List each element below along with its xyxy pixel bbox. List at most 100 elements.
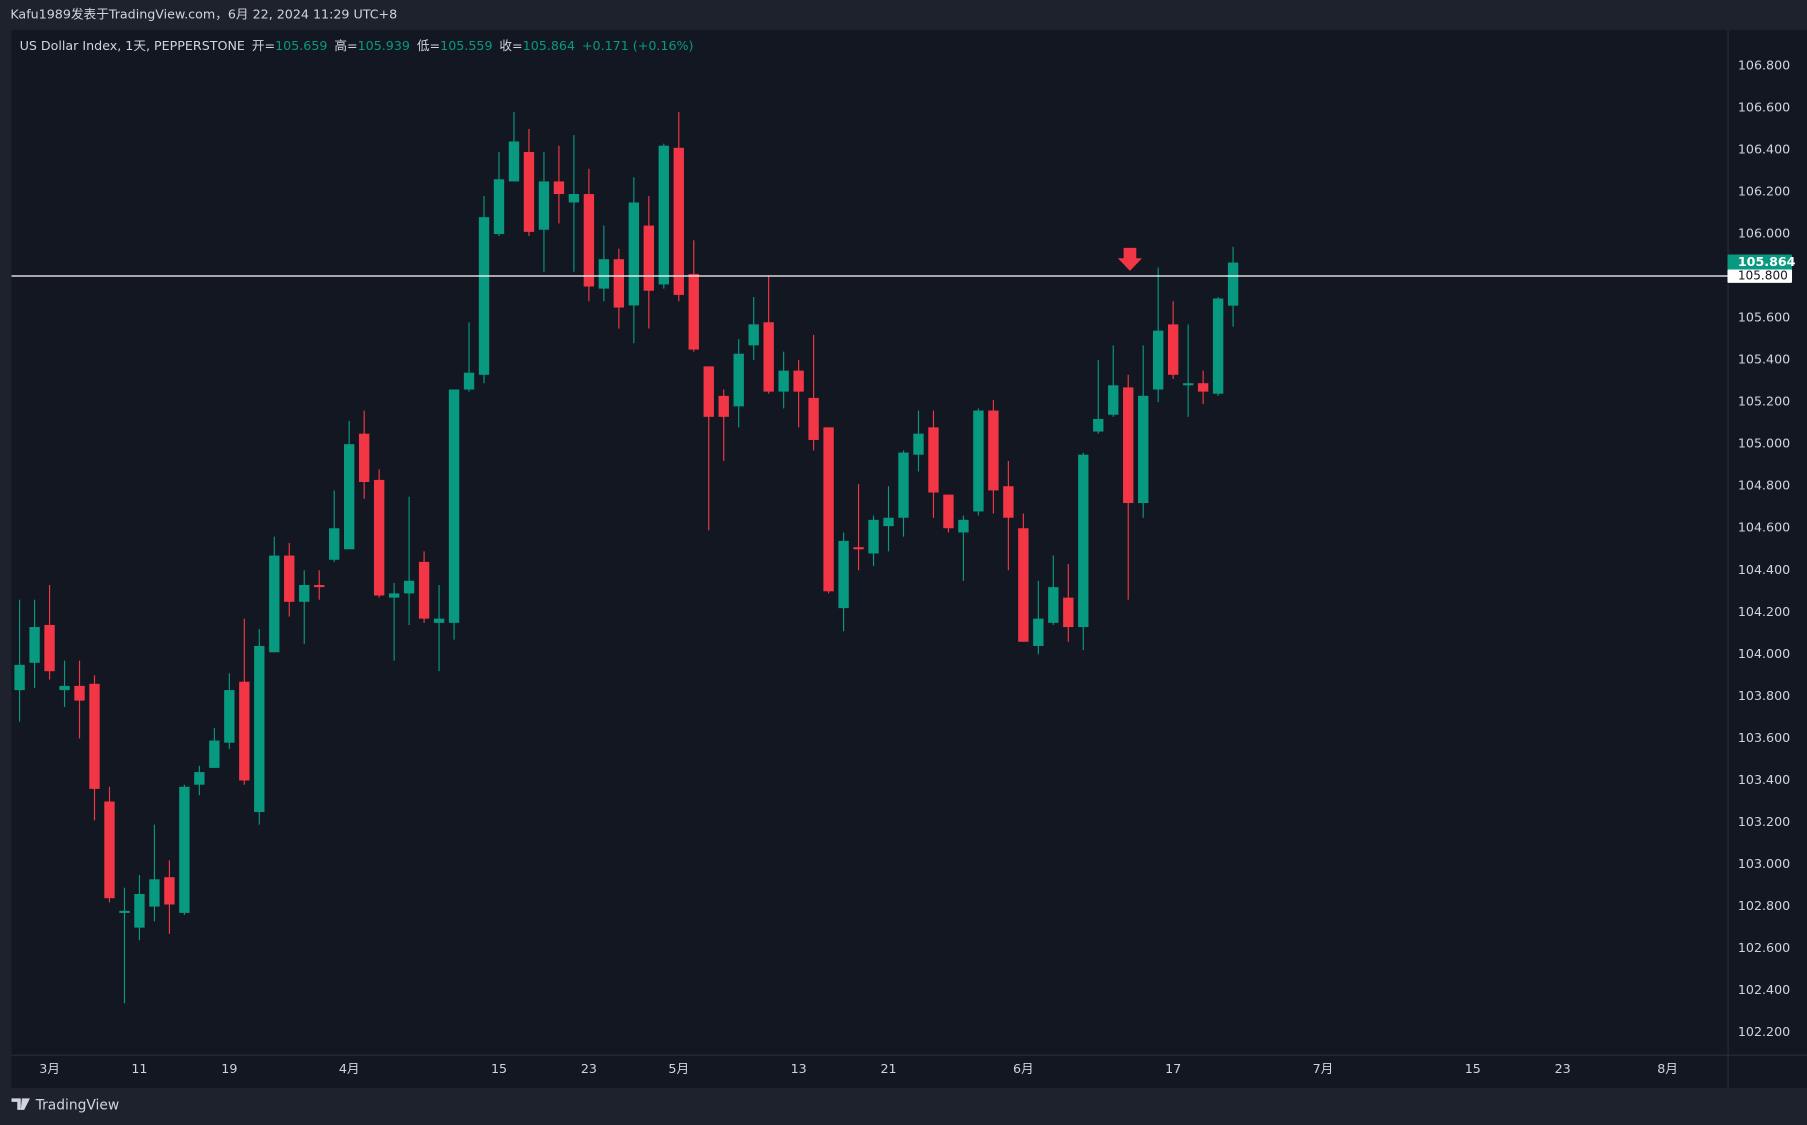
candle-body — [703, 366, 714, 417]
low-value: 105.559 — [440, 38, 492, 53]
hline-label-box — [1727, 269, 1793, 283]
y-tick-label: 102.200 — [1738, 1024, 1790, 1039]
candle-body — [868, 519, 879, 554]
y-tick-label: 104.400 — [1738, 562, 1790, 577]
y-tick-label: 106.200 — [1738, 183, 1790, 198]
x-tick-label: 15 — [491, 1061, 507, 1076]
candle-body — [134, 893, 145, 928]
candle-body — [14, 664, 25, 691]
candle-body — [284, 555, 295, 602]
open-value: 105.659 — [275, 38, 327, 53]
candle-body — [119, 910, 130, 913]
candle-body — [913, 433, 924, 455]
x-tick-label: 4月 — [339, 1061, 360, 1076]
logo — [11, 1098, 30, 1110]
candle-body — [433, 618, 445, 623]
candle-body — [1212, 298, 1224, 394]
candle-body — [74, 685, 85, 701]
candle-body — [988, 410, 999, 491]
last-price-label: 105.864 — [1738, 254, 1796, 269]
candle-body — [598, 259, 610, 289]
x-tick-label: 15 — [1465, 1061, 1481, 1076]
y-tick-label: 106.800 — [1738, 57, 1790, 72]
candle-body — [538, 181, 550, 230]
y-tick-label: 103.200 — [1738, 814, 1790, 829]
y-tick-label: 104.800 — [1738, 478, 1790, 493]
candle-body — [104, 801, 115, 899]
candle-body — [358, 433, 370, 483]
change: +0.171 (+0.16%) — [582, 38, 694, 53]
y-tick-label: 105.200 — [1738, 394, 1790, 409]
candle-body — [1167, 324, 1179, 375]
y-tick-label: 103.000 — [1738, 856, 1790, 871]
candle-body — [1197, 383, 1209, 392]
close-label: 收= — [499, 38, 522, 53]
candle-body — [808, 397, 819, 440]
symbol: US Dollar Index, 1天, PEPPERSTONE — [20, 38, 245, 53]
candle-body — [299, 585, 310, 602]
candle-body — [973, 410, 984, 512]
candle-body — [1123, 387, 1134, 504]
candle-body — [1018, 528, 1029, 642]
candle-body — [373, 479, 385, 596]
x-tick-label: 23 — [1555, 1061, 1571, 1076]
x-tick-label: 19 — [221, 1061, 237, 1076]
candle-body — [1093, 418, 1104, 432]
open-label: 开= — [252, 38, 275, 53]
candle-body — [1048, 587, 1059, 623]
low-label: 低= — [417, 38, 440, 53]
y-tick-label: 106.400 — [1738, 141, 1790, 156]
candle-body — [673, 147, 684, 295]
candle-body — [209, 740, 220, 768]
candle-body — [718, 395, 729, 417]
x-tick-label: 23 — [581, 1061, 597, 1076]
candle-body — [628, 202, 640, 306]
candle-body — [403, 580, 415, 594]
candle-body — [239, 681, 250, 781]
candle-body — [643, 225, 655, 291]
y-tick-label: 105.600 — [1738, 310, 1790, 325]
x-tick-label: 8月 — [1657, 1061, 1678, 1076]
candle-body — [838, 540, 849, 609]
candle-body — [194, 772, 205, 785]
x-tick-label: 3月 — [39, 1061, 60, 1076]
candle-body — [778, 370, 789, 392]
y-tick-label: 102.400 — [1738, 982, 1790, 997]
y-tick-label: 102.800 — [1738, 898, 1790, 913]
x-tick-label: 21 — [880, 1061, 896, 1076]
hline-label: 105.800 — [1738, 269, 1788, 283]
candle-body — [448, 389, 460, 623]
candle-body — [1152, 330, 1164, 390]
candle-body — [583, 194, 595, 287]
candle-body — [314, 585, 325, 588]
candle-body — [329, 528, 340, 560]
candle-body — [688, 273, 699, 350]
candle-body — [1138, 395, 1149, 504]
candle-body — [44, 624, 55, 672]
y-tick-label: 103.400 — [1738, 772, 1790, 787]
candle-body — [1108, 385, 1119, 415]
candle-body — [179, 786, 190, 913]
x-tick-label: 7月 — [1313, 1061, 1334, 1076]
page-header: Kafu1989发表于TradingView.com，6月 22, 2024 1… — [10, 7, 397, 22]
y-tick-label: 106.600 — [1738, 99, 1790, 114]
candle-body — [343, 444, 355, 550]
candle-body — [793, 370, 804, 392]
candle-body — [29, 627, 40, 663]
x-tick-label: 11 — [131, 1061, 147, 1076]
candle-body — [658, 145, 669, 285]
candle-body — [763, 322, 774, 392]
candle-body — [59, 685, 70, 691]
x-tick-label: 17 — [1165, 1061, 1181, 1076]
y-tick-label: 104.000 — [1738, 646, 1790, 661]
candle-body — [508, 141, 520, 182]
x-tick-label: 13 — [791, 1061, 807, 1076]
close-value: 105.864 — [523, 38, 575, 53]
candle-body — [733, 353, 744, 407]
candle-body — [958, 519, 969, 533]
candle-body — [269, 555, 280, 653]
candle-body — [1078, 454, 1089, 628]
candle-body — [254, 645, 265, 813]
